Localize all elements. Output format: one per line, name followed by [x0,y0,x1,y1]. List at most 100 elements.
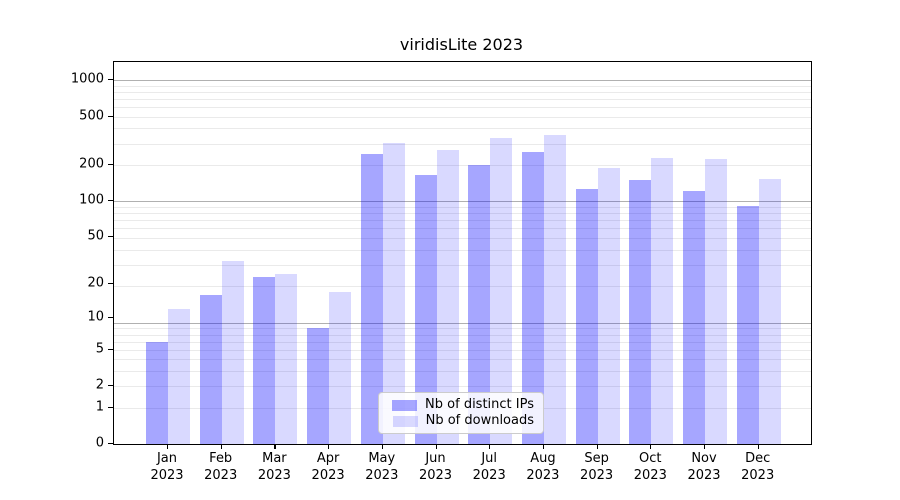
minor-gridline [114,213,811,215]
minor-gridline [114,359,811,361]
x-tick-mark [489,444,491,449]
y-tick-mark [108,443,113,445]
y-tick-mark [108,79,113,81]
x-tick-mark [381,444,383,449]
chart-title: viridisLite 2023 [399,35,524,54]
x-tick-mark [274,444,276,449]
bar-distinct-ips [414,175,437,444]
bar-downloads [543,135,566,444]
minor-gridline [114,237,811,239]
y-tick-label: 500 [79,108,104,123]
x-tick-mark [542,444,545,449]
legend: Nb of distinct IPs Nb of downloads [378,392,544,434]
x-tick-label: Mar 2023 [257,451,291,483]
minor-gridline [114,85,811,87]
bar-distinct-ips [683,190,705,444]
minor-gridline [114,91,811,93]
legend-label-distinct-ips: Nb of distinct IPs [425,397,534,412]
bar-downloads [758,179,781,444]
minor-gridline [114,371,811,372]
x-tick-mark [328,444,330,449]
bar-distinct-ips [521,151,544,444]
x-tick-label: Oct 2023 [633,451,667,483]
y-tick-label: 0 [95,435,104,451]
minor-gridline [114,286,811,288]
legend-entry-distinct-ips: Nb of distinct IPs [387,398,534,412]
y-tick-mark [108,235,113,238]
x-tick-label: Feb 2023 [204,451,238,483]
x-tick-mark [650,444,652,449]
y-tick-label: 10 [87,309,104,325]
bar-distinct-ips [629,180,652,444]
major-gridline [114,322,811,324]
x-tick-mark [704,444,706,449]
x-tick-label: Aug 2023 [526,451,560,483]
major-gridline [114,201,811,203]
bar-downloads [490,137,513,444]
bar-downloads [168,308,190,444]
bar-downloads [651,158,674,444]
bar-downloads [597,168,620,444]
x-tick-label: Jul 2023 [472,451,506,483]
bar-downloads [329,291,352,444]
minor-gridline [114,107,811,108]
y-tick-label: 5 [95,341,104,357]
y-tick-label: 20 [87,275,104,291]
plot-area [113,61,812,445]
legend-swatch-distinct-ips [392,399,418,411]
legend-entry-downloads: Nb of downloads [387,414,534,428]
legend-label-downloads: Nb of downloads [425,413,534,428]
bar-distinct-ips [199,294,222,444]
y-tick-mark [108,316,113,318]
minor-gridline [114,328,811,330]
y-tick-mark [108,385,113,387]
y-tick-label: 50 [87,228,104,244]
minor-gridline [114,264,811,266]
x-tick-label: Dec 2023 [741,451,775,483]
bar-downloads [382,142,405,444]
y-tick-mark [108,282,113,284]
x-tick-label: Jan 2023 [150,451,184,483]
bar-distinct-ips [307,328,330,444]
y-tick-label: 200 [79,156,104,172]
minor-gridline [114,143,811,145]
bar-distinct-ips [736,205,759,444]
y-tick-label: 100 [79,192,104,208]
bar-distinct-ips [253,276,276,444]
y-tick-mark [108,348,113,350]
bar-distinct-ips [360,154,383,444]
minor-gridline [114,228,811,230]
bar-distinct-ips [468,165,491,444]
minor-gridline [114,341,811,343]
bar-distinct-ips [146,341,168,444]
x-tick-mark [596,444,598,449]
minor-gridline [114,334,811,336]
minor-gridline [114,220,811,222]
x-tick-label: Sep 2023 [580,451,614,483]
legend-swatch-downloads [392,415,418,427]
bar-distinct-ips [575,189,598,444]
minor-gridline [114,128,811,130]
minor-gridline [114,386,811,388]
bar-downloads [275,274,298,444]
minor-gridline [114,98,811,100]
x-tick-label: Apr 2023 [311,451,345,483]
x-tick-label: Nov 2023 [687,451,721,483]
x-tick-mark [220,444,222,449]
y-tick-label: 2 [95,377,104,393]
minor-gridline [114,349,811,351]
y-tick-mark [108,115,113,117]
minor-gridline [114,249,811,251]
bar-downloads [705,158,727,444]
y-tick-mark [108,406,113,408]
x-tick-label: Jun 2023 [418,451,453,483]
x-tick-mark [167,444,169,449]
minor-gridline [114,164,811,166]
minor-gridline [114,116,811,118]
y-tick-label: 1 [95,399,104,414]
bar-downloads [436,150,459,444]
y-tick-mark [108,163,113,165]
x-tick-mark [757,444,759,449]
x-tick-label: May 2023 [365,451,399,483]
